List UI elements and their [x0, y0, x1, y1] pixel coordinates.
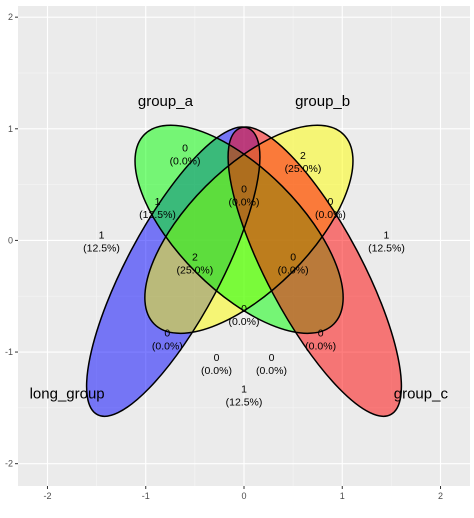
region-count: 0: [182, 142, 188, 154]
region-count: 1: [384, 229, 390, 241]
set-labels: long_group group_a group_b group_c: [30, 93, 449, 402]
region-count: 0: [328, 196, 334, 208]
region-label: 0(0.0%): [229, 303, 260, 328]
set-outline-group-b: [134, 124, 344, 335]
set-label-long-group: long_group: [30, 385, 105, 402]
set-outline-long-group: [85, 126, 261, 418]
region-count: 1: [99, 229, 105, 241]
x-tick-label: 0: [241, 491, 246, 501]
region-percent: (12.5%): [226, 396, 263, 408]
x-tick-label: -2: [43, 491, 51, 501]
y-axis: 2 1 0 -1 -2: [5, 12, 18, 469]
region-percent: (0.0%): [229, 316, 260, 328]
region-percent: (0.0%): [315, 209, 346, 221]
region-label: 0(0.0%): [201, 352, 232, 377]
x-tick-label: 1: [340, 491, 345, 501]
region-label: 1(12.5%): [139, 196, 176, 221]
region-percent: (0.0%): [256, 365, 287, 377]
region-percent: (0.0%): [229, 197, 260, 209]
region-label: 0(0.0%): [170, 142, 201, 167]
set-label-group-c: group_c: [394, 385, 449, 402]
y-tick-label: -1: [5, 347, 13, 357]
set-label-group-a: group_a: [138, 93, 194, 110]
region-label: 0(0.0%): [305, 328, 336, 353]
region-count: 0: [318, 328, 324, 340]
region-label: 0(0.0%): [315, 196, 346, 221]
region-label: 2(25.0%): [176, 252, 213, 277]
region-labels: 1(12.5%)0(0.0%) 2(25.0%)1(12.5%)1(12.5%)0…: [83, 142, 405, 408]
set-label-group-b: group_b: [295, 93, 350, 110]
y-tick-label: 1: [8, 124, 13, 134]
region-count: 2: [300, 150, 306, 162]
set-ellipse-group-c: [228, 127, 402, 417]
region-label: 2(25.0%): [285, 150, 322, 175]
region-percent: (0.0%): [305, 341, 336, 353]
set-ellipses: [85, 124, 403, 418]
region-count: 0: [241, 184, 247, 196]
region-percent: (0.0%): [170, 155, 201, 167]
region-label: 1(12.5%): [83, 229, 120, 254]
region-count: 0: [290, 252, 296, 264]
region-percent: (0.0%): [201, 365, 232, 377]
region-count: 0: [241, 303, 247, 315]
region-percent: (25.0%): [285, 163, 322, 175]
region-count: 2: [192, 252, 198, 264]
region-count: 0: [269, 352, 275, 364]
region-label: 0(0.0%): [229, 184, 260, 209]
x-axis: -2 -1 0 1 2: [43, 486, 443, 501]
region-count: 0: [214, 352, 220, 364]
region-percent: (12.5%): [139, 209, 176, 221]
region-percent: (25.0%): [176, 265, 213, 277]
y-tick-label: 0: [8, 235, 13, 245]
region-percent: (12.5%): [368, 242, 405, 254]
region-percent: (0.0%): [152, 341, 183, 353]
set-outline-group-c: [227, 126, 403, 418]
region-percent: (0.0%): [278, 265, 309, 277]
region-count: 1: [241, 383, 247, 395]
region-label: 1(12.5%): [226, 383, 263, 408]
region-percent: (12.5%): [83, 242, 120, 254]
set-outline-group-a: [144, 124, 354, 335]
y-tick-label: 2: [8, 12, 13, 22]
x-tick-label: 2: [438, 491, 443, 501]
y-tick-label: -2: [5, 459, 13, 469]
region-label: 0(0.0%): [256, 352, 287, 377]
region-label: 0(0.0%): [152, 328, 183, 353]
region-count: 1: [155, 196, 161, 208]
x-tick-label: -1: [142, 491, 150, 501]
region-label: 0(0.0%): [278, 252, 309, 277]
region-label: 1(12.5%): [368, 229, 405, 254]
region-count: 0: [164, 328, 170, 340]
